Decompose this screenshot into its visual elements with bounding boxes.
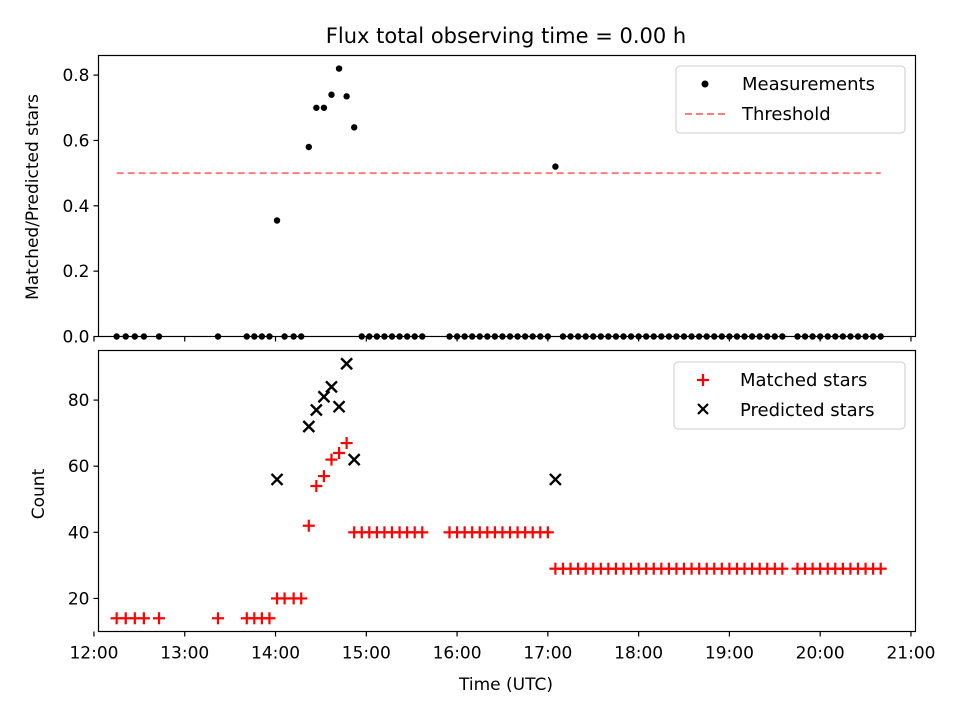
predicted-stars-point bbox=[325, 380, 338, 394]
x-b bbox=[332, 400, 346, 414]
y-tick-label: 20 bbox=[68, 589, 90, 609]
x-tick-label: 13:00 bbox=[160, 644, 209, 664]
predicted-stars-point bbox=[549, 473, 562, 486]
measurement-point bbox=[335, 65, 343, 72]
measurement-point bbox=[350, 124, 358, 131]
bottom-legend-box bbox=[673, 361, 906, 430]
measurement-point bbox=[320, 104, 328, 111]
top-legend-box bbox=[675, 65, 906, 134]
predicted-stars-point bbox=[302, 420, 316, 433]
x-b bbox=[325, 380, 338, 394]
y-tick-label: 0.2 bbox=[62, 262, 89, 282]
y-tick-label: 0.4 bbox=[62, 197, 89, 217]
bottom-legend: Matched stars Predicted stars bbox=[673, 361, 906, 430]
y-tick-label: 40 bbox=[68, 523, 90, 543]
x-b bbox=[549, 473, 562, 486]
top-axes-frame bbox=[97, 54, 917, 338]
legend-predicted-label: Predicted stars bbox=[740, 400, 874, 421]
matched-stars-point bbox=[295, 592, 308, 605]
x-tick-label: 17:00 bbox=[523, 644, 572, 664]
x-tick-label: 15:00 bbox=[342, 644, 391, 664]
matched-stars-point bbox=[310, 480, 323, 493]
x-tick-label: 16:00 bbox=[433, 644, 482, 664]
bottom-panel: Count Time (UTC) 20 40 60 80 12:00 13:00 14:00… bbox=[29, 349, 935, 695]
predicted-stars-point bbox=[270, 473, 284, 486]
x-b bbox=[340, 357, 353, 371]
y-tick-label: 0.6 bbox=[62, 131, 89, 151]
top-y-axis-label: Matched/Predicted stars bbox=[23, 94, 43, 300]
legend-measurements-marker bbox=[701, 80, 709, 88]
x-tick-label: 12:00 bbox=[69, 644, 118, 664]
bottom-axes-frame bbox=[97, 349, 917, 633]
top-legend: Measurements Threshold bbox=[675, 65, 906, 134]
legend-threshold-label: Threshold bbox=[741, 104, 831, 125]
measurement-point bbox=[343, 93, 350, 100]
chart-title: Flux total observing time = 0.00 h bbox=[326, 24, 686, 48]
y-tick-label: 0.0 bbox=[62, 328, 89, 348]
measurement-point bbox=[273, 217, 281, 224]
top-panel: Flux total observing time = 0.00 h Match… bbox=[23, 24, 917, 348]
bottom-plot-area: 20 40 60 80 12:00 13:00 14:00 15:00 16:00 17:00 18… bbox=[68, 357, 935, 664]
x-tick-label: 20:00 bbox=[796, 644, 845, 664]
legend-predicted-marker bbox=[697, 403, 709, 415]
predicted-stars-point bbox=[340, 357, 353, 371]
x-b bbox=[302, 420, 316, 433]
predicted-stars-point bbox=[332, 400, 346, 414]
measurement-point bbox=[552, 163, 559, 170]
matched-stars-point bbox=[776, 562, 789, 575]
measurement-point bbox=[328, 91, 335, 98]
matched-stars-point bbox=[137, 612, 150, 625]
matched-stars-point bbox=[416, 526, 429, 539]
matched-stars-point bbox=[153, 612, 166, 625]
matched-stars-point bbox=[317, 470, 330, 483]
matched-stars-point bbox=[874, 562, 887, 575]
matched-stars-point bbox=[212, 612, 225, 625]
x-b bbox=[317, 390, 331, 404]
predicted-stars-point bbox=[347, 453, 361, 466]
measurement-point bbox=[313, 104, 320, 111]
matched-stars-point bbox=[541, 526, 554, 539]
x-b bbox=[270, 473, 284, 486]
matched-stars-point bbox=[263, 612, 276, 625]
x-b bbox=[310, 403, 323, 417]
y-tick-label: 80 bbox=[68, 391, 90, 411]
y-tick-label: 0.8 bbox=[62, 66, 89, 86]
predicted-stars-point bbox=[317, 390, 331, 404]
legend-matched-label: Matched stars bbox=[740, 370, 867, 391]
x-tick-label: 19:00 bbox=[705, 644, 754, 664]
x-b bbox=[347, 453, 361, 466]
matched-stars-point bbox=[302, 519, 315, 532]
legend-matched-marker bbox=[697, 374, 709, 386]
x-tick-label: 14:00 bbox=[251, 644, 300, 664]
y-tick-label: 60 bbox=[68, 457, 90, 477]
predicted-stars-point bbox=[310, 403, 323, 417]
measurement-point bbox=[305, 143, 313, 151]
matched-stars-point bbox=[325, 453, 338, 466]
legend-measurements-label: Measurements bbox=[742, 74, 875, 95]
x-axis-label: Time (UTC) bbox=[458, 675, 553, 695]
x-tick-label: 18:00 bbox=[614, 644, 663, 664]
bottom-y-axis-label: Count bbox=[29, 468, 49, 519]
x-tick-label: 21:00 bbox=[886, 644, 935, 664]
matched-stars-point bbox=[340, 437, 353, 450]
matched-stars-point bbox=[333, 446, 346, 459]
